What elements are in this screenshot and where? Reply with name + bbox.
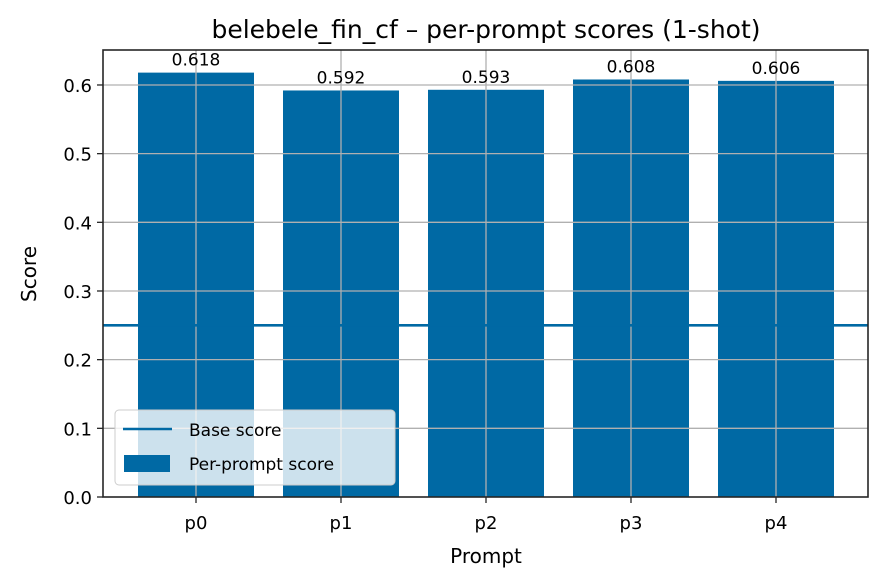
legend-label-base: Base score: [189, 421, 281, 441]
bar-value-label: 0.606: [752, 59, 801, 79]
legend-bar-swatch: [124, 455, 170, 472]
legend-box: [114, 409, 396, 486]
x-axis-ticks: p0 p1 p2 p3 p4: [185, 497, 788, 534]
x-tick-label: p0: [185, 513, 208, 534]
y-tick-label: 0.3: [63, 282, 92, 303]
x-axis-label: Prompt: [450, 544, 522, 568]
y-axis-ticks: 0.0 0.1 0.2 0.3 0.4 0.5 0.6: [63, 76, 103, 509]
bar-value-label: 0.592: [317, 68, 366, 88]
legend: Base score Per-prompt score: [114, 409, 396, 486]
x-tick-label: p1: [330, 513, 353, 534]
y-tick-label: 0.1: [63, 419, 92, 440]
bar-value-label: 0.593: [462, 68, 511, 88]
y-tick-label: 0.2: [63, 351, 92, 372]
y-tick-label: 0.5: [63, 145, 92, 166]
bar-value-label: 0.618: [172, 51, 221, 71]
legend-label-per-prompt: Per-prompt score: [189, 455, 334, 475]
y-axis-label: Score: [17, 246, 41, 302]
x-tick-label: p4: [765, 513, 788, 534]
y-tick-label: 0.4: [63, 213, 92, 234]
y-tick-label: 0.6: [63, 76, 92, 97]
x-tick-label: p3: [620, 513, 643, 534]
bar-value-label: 0.608: [607, 57, 656, 77]
chart-title: belebele_fin_cf – per-prompt scores (1-s…: [211, 15, 760, 44]
bar-value-labels: 0.618 0.592 0.593 0.608 0.606: [172, 51, 801, 89]
x-tick-label: p2: [475, 513, 498, 534]
y-tick-label: 0.0: [63, 488, 92, 509]
